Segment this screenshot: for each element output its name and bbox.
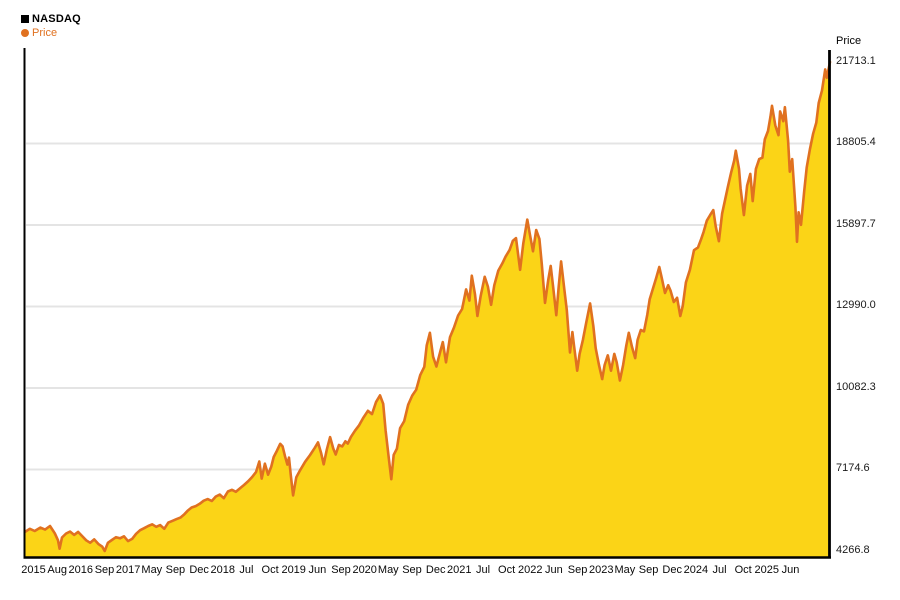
x-axis-tick-label: 2019 [281,564,306,576]
x-axis-tick-label: Jun [781,564,800,576]
x-axis-tick-label: 2025 [754,564,780,576]
y-axis-tick-label: 18805.4 [836,136,876,148]
x-axis-tick-label: Sep [567,564,588,576]
y-axis-tick-label: 12990.0 [836,299,876,311]
x-axis-tick-label: 2020 [352,564,377,576]
x-axis-tick-label: Sep [402,564,422,576]
x-axis-tick-label: Dec [662,564,682,576]
x-axis-tick-label: Sep [94,564,115,576]
y-axis-tick-label: 4266.8 [836,544,870,556]
x-axis-tick-label: Dec [189,564,209,576]
x-axis-tick-label: Dec [425,564,446,576]
price-line [23,60,832,553]
price-area [25,62,830,558]
x-axis-tick-label: Jun [545,564,563,576]
legend: NASDAQ Price [21,12,81,40]
x-axis-tick-label: May [614,564,636,576]
nasdaq-swatch-icon [21,15,29,23]
x-axis-tick-label: May [141,564,163,576]
x-axis-tick-label: Sep [331,564,351,576]
x-axis-tick-label: 2018 [210,564,236,576]
x-axis-tick-label: 2022 [518,564,543,576]
x-axis-tick-label: 2021 [447,564,472,576]
y-axis-tick-label: 7174.6 [836,462,870,474]
y-axis-tick-label: 15897.7 [836,218,876,230]
x-axis-tick-label: 2023 [589,564,614,576]
y-axis-tick-label: 10082.3 [836,381,876,393]
x-axis-tick-label: Oct [734,564,752,576]
legend-row-price: Price [21,26,81,40]
legend-nasdaq-label: NASDAQ [32,13,81,25]
x-axis-tick-label: Jul [239,564,254,576]
x-axis-tick-label: Sep [165,564,186,576]
legend-price-label: Price [32,27,58,39]
x-axis-tick-label: 2017 [115,564,141,576]
x-axis-tick-label: Jul [475,564,491,576]
x-axis-tick-label: Jun [308,564,327,576]
x-axis-tick-label: Sep [638,564,659,576]
y-axis-tick-label: 21713.1 [836,55,876,67]
x-axis-tick-label: Oct [498,564,516,576]
x-axis-tick-label: 2015 [21,564,46,576]
x-axis-tick-label: 2016 [68,564,94,576]
legend-row-nasdaq: NASDAQ [21,12,81,26]
x-axis-tick-label: Jul [712,564,727,576]
x-axis-tick-label: Aug [47,564,67,576]
x-axis-tick-label: May [377,564,399,576]
y-axis-title: Price [836,35,862,47]
price-swatch-icon [21,29,29,37]
x-axis-tick-label: 2024 [683,564,709,576]
x-axis-tick-label: Oct [261,564,279,576]
